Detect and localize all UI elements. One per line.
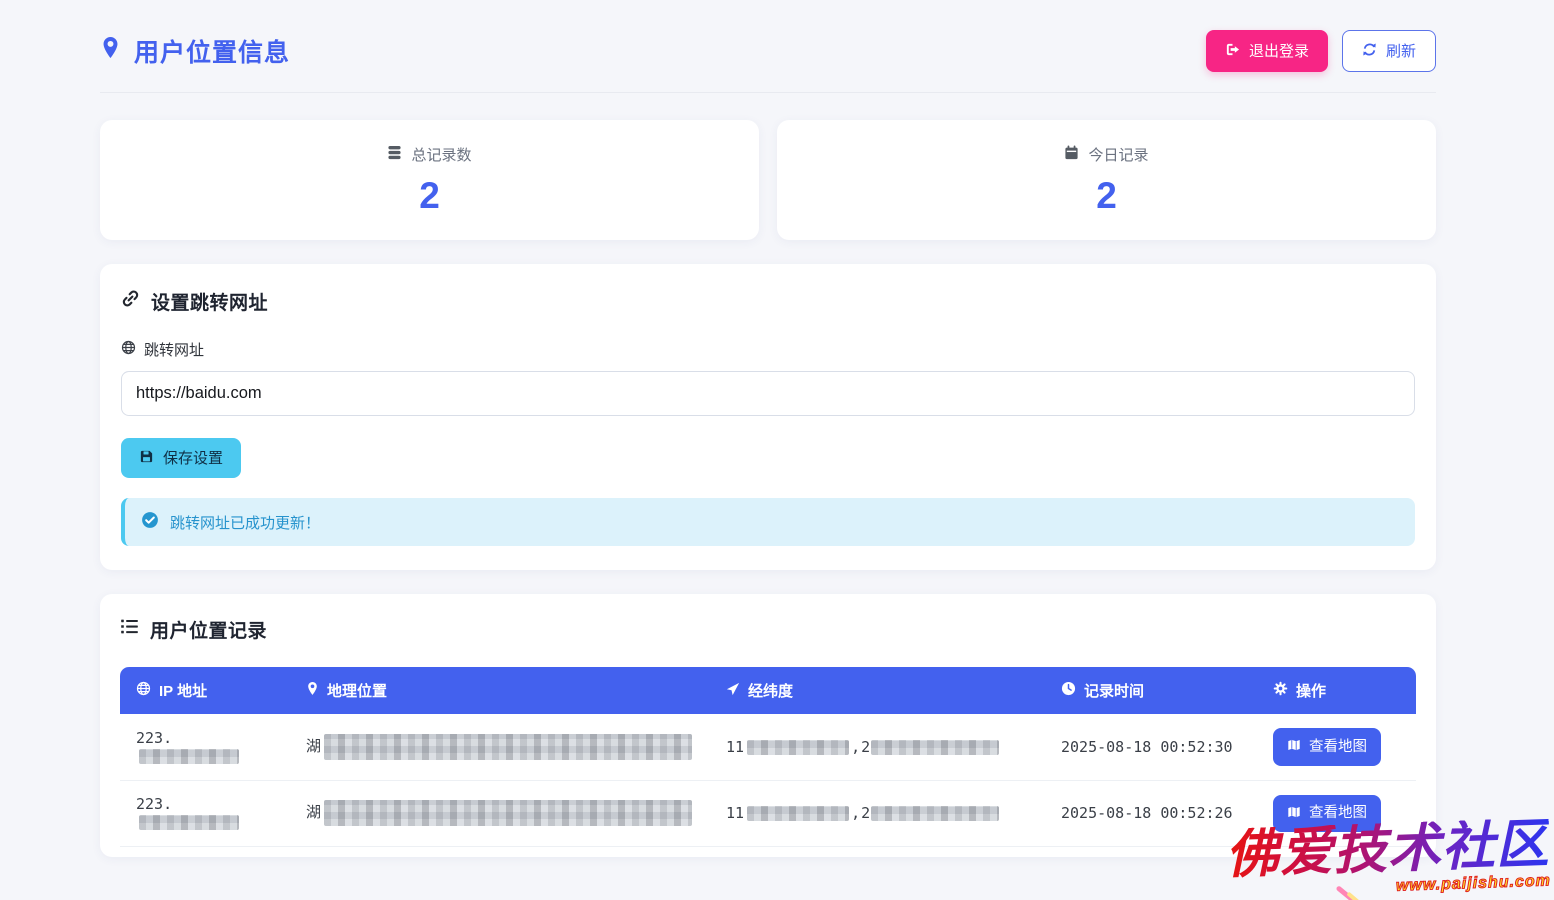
- refresh-button-label: 刷新: [1385, 42, 1416, 60]
- redirect-url-label: 跳转网址: [144, 342, 205, 359]
- map-icon: [1287, 805, 1301, 823]
- stat-today-value: 2: [1096, 175, 1117, 216]
- stats-row: 总记录数 2 今日记录 2: [100, 120, 1436, 240]
- record-1-location: 湖: [290, 714, 710, 781]
- view-map-label: 查看地图: [1309, 805, 1367, 821]
- redacted-longitude: [747, 739, 850, 755]
- column-header-time: 记录时间: [1045, 667, 1257, 714]
- refresh-icon: [1362, 42, 1377, 60]
- redacted-location: [324, 800, 693, 827]
- view-map-label: 查看地图: [1309, 738, 1367, 755]
- page-header: 用户位置信息 退出登录 刷新: [100, 30, 1436, 93]
- stat-total-value: 2: [419, 175, 440, 216]
- sign-out-icon: [1225, 42, 1240, 60]
- settings-section-title: 设置跳转网址: [121, 288, 1415, 315]
- save-settings-button[interactable]: 保存设置: [121, 438, 242, 478]
- list-icon: [120, 617, 139, 642]
- page-title-text: 用户位置信息: [134, 39, 291, 67]
- record-row-2: 223. 湖 11,2 2025-08-18 00:52:26 查看地图: [120, 781, 1416, 847]
- stat-total-label-row: 总记录数: [120, 144, 739, 165]
- records-table-header-row: IP 地址 地理位置: [120, 667, 1416, 714]
- database-icon: [387, 145, 402, 164]
- check-circle-icon: [141, 511, 159, 533]
- success-alert: 跳转网址已成功更新！: [121, 498, 1415, 546]
- header-actions: 退出登录 刷新: [1205, 30, 1436, 72]
- globe-icon: [136, 681, 151, 700]
- records-section-title: 用户位置记录: [120, 616, 1416, 643]
- gear-icon: [1273, 681, 1288, 700]
- record-1-time: 2025-08-18 00:52:30: [1045, 714, 1257, 781]
- record-2-ip: 223.: [120, 781, 290, 847]
- page-title: 用户位置信息: [100, 33, 290, 69]
- map-pin-icon: [306, 681, 319, 700]
- stat-total-label: 总记录数: [411, 147, 472, 164]
- map-icon: [1287, 738, 1301, 756]
- view-map-button[interactable]: 查看地图: [1273, 728, 1381, 766]
- record-1-coords: 11,2: [710, 714, 1045, 781]
- clock-icon: [1061, 681, 1076, 700]
- redirect-url-input[interactable]: [121, 371, 1415, 416]
- record-2-coords: 11,2: [710, 781, 1045, 847]
- view-map-button[interactable]: 查看地图: [1273, 794, 1381, 832]
- redacted-latitude: [871, 739, 1000, 755]
- stat-card-total: 总记录数 2: [100, 120, 759, 240]
- main-container: 用户位置信息 退出登录 刷新 总记录数: [100, 0, 1436, 857]
- success-alert-text: 跳转网址已成功更新！: [170, 514, 321, 532]
- watermark-url: www.paijishu.com: [1395, 872, 1552, 895]
- globe-icon: [121, 340, 136, 359]
- location-records-card: 用户位置记录 IP 地址: [100, 594, 1436, 857]
- column-header-location: 地理位置: [290, 667, 710, 714]
- refresh-button[interactable]: 刷新: [1341, 30, 1436, 72]
- redacted-longitude: [747, 806, 850, 822]
- stat-card-today: 今日记录 2: [777, 120, 1436, 240]
- logout-button[interactable]: 退出登录: [1205, 30, 1328, 72]
- calendar-icon: [1064, 145, 1079, 164]
- record-2-location: 湖: [290, 781, 710, 847]
- column-header-coords: 经纬度: [710, 667, 1045, 714]
- column-header-actions: 操作: [1257, 667, 1416, 714]
- redacted-location: [324, 733, 693, 760]
- redirect-settings-card: 设置跳转网址 跳转网址 保存设置 跳转网址已成功更新！: [100, 264, 1436, 570]
- record-2-actions: 查看地图: [1257, 781, 1416, 847]
- save-settings-label: 保存设置: [163, 449, 224, 467]
- stat-today-label-row: 今日记录: [797, 144, 1416, 165]
- records-table: IP 地址 地理位置: [120, 667, 1416, 847]
- redacted-ip: [139, 815, 239, 831]
- record-row-1: 223. 湖 11,2 2025-08-18 00:52:30 查看地图: [120, 714, 1416, 781]
- column-header-ip: IP 地址: [120, 667, 290, 714]
- logout-button-label: 退出登录: [1248, 42, 1309, 60]
- record-2-time: 2025-08-18 00:52:26: [1045, 781, 1257, 847]
- redacted-ip: [139, 748, 239, 764]
- settings-section-title-text: 设置跳转网址: [151, 293, 269, 314]
- location-pin-icon: [100, 34, 121, 68]
- record-1-actions: 查看地图: [1257, 714, 1416, 781]
- redirect-url-label-row: 跳转网址: [121, 339, 1415, 360]
- save-icon: [139, 449, 154, 467]
- location-arrow-icon: [726, 682, 740, 700]
- stat-today-label: 今日记录: [1088, 147, 1149, 164]
- redacted-latitude: [871, 806, 1000, 822]
- sparkle-doodle-icon: [1325, 879, 1379, 900]
- records-section-title-text: 用户位置记录: [150, 621, 268, 642]
- link-icon: [121, 289, 140, 314]
- record-1-ip: 223.: [120, 714, 290, 781]
